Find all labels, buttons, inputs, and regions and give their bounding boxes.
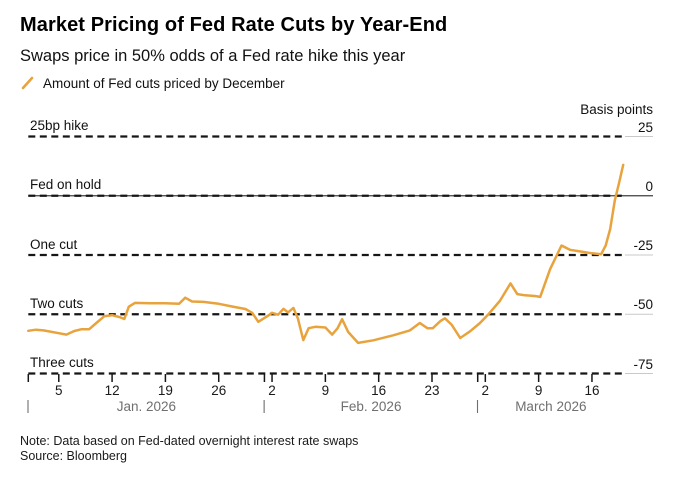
legend-line-icon <box>21 76 34 90</box>
source-line: Source: Bloomberg <box>20 449 128 463</box>
fed-cuts-priced-line <box>27 163 625 345</box>
footnote: Note: Data based on Fed-dated overnight … <box>20 434 359 448</box>
chart-title: Market Pricing of Fed Rate Cuts by Year-… <box>20 14 448 36</box>
chart-subtitle: Swaps price in 50% odds of a Fed rate hi… <box>20 47 406 65</box>
legend-label: Amount of Fed cuts priced by December <box>43 75 285 91</box>
legend: Amount of Fed cuts priced by December <box>20 75 285 91</box>
y-axis-unit-label: Basis points <box>580 102 653 117</box>
